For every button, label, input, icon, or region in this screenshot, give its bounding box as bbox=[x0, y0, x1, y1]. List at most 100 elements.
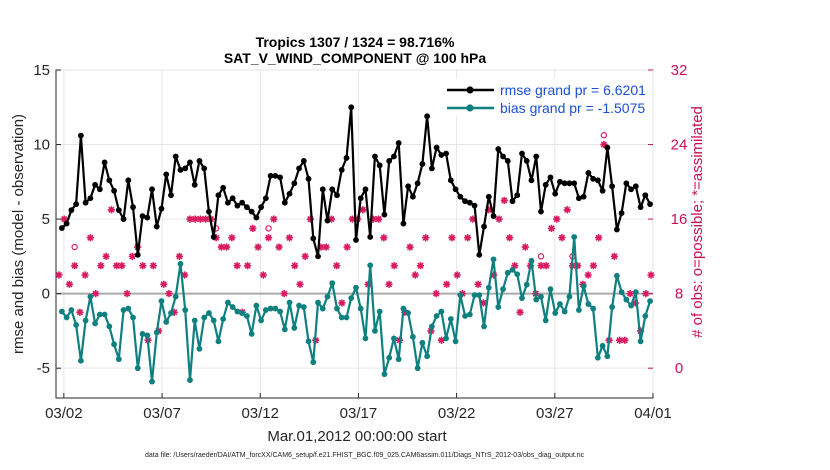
bias-point bbox=[300, 304, 307, 310]
rmse-point bbox=[239, 199, 246, 206]
rmse-point bbox=[357, 195, 364, 202]
bias-point bbox=[144, 332, 151, 339]
rmse-point bbox=[547, 174, 554, 181]
rmse-point bbox=[452, 186, 459, 193]
bias-point bbox=[239, 310, 246, 316]
rmse-point bbox=[428, 165, 435, 172]
bias-point bbox=[362, 335, 369, 342]
bias-point bbox=[106, 323, 113, 330]
obs-assimilated-point bbox=[390, 262, 398, 270]
bias-point bbox=[168, 310, 174, 316]
obs-assimilated-point bbox=[181, 271, 189, 279]
plot-area bbox=[55, 69, 655, 399]
bias-point bbox=[552, 310, 559, 316]
bias-point bbox=[538, 293, 544, 300]
rmse-point bbox=[466, 199, 473, 206]
legend-rmse-label: rmse grand pr = 6.6201 bbox=[500, 82, 646, 98]
bias-line bbox=[61, 235, 652, 383]
bias-point bbox=[262, 307, 269, 313]
obs-assimilated-point bbox=[521, 243, 529, 251]
rmse-point bbox=[324, 217, 331, 224]
obs-assimilated-point bbox=[243, 262, 252, 270]
rmse-point bbox=[82, 199, 89, 206]
bias-point bbox=[376, 308, 383, 315]
rmse-point bbox=[253, 214, 260, 221]
bias-point bbox=[329, 280, 336, 287]
rmse-point bbox=[310, 235, 317, 242]
rmse-point bbox=[552, 190, 559, 197]
rmse-point bbox=[210, 234, 217, 240]
bias-point bbox=[571, 234, 578, 240]
obs-assimilated-point bbox=[191, 215, 199, 223]
rmse-point bbox=[604, 144, 611, 151]
obs-assimilated-point bbox=[275, 243, 283, 251]
obs-assimilated-point bbox=[160, 280, 168, 288]
bias-point bbox=[542, 317, 549, 324]
bias-point bbox=[395, 356, 402, 363]
bias-point bbox=[594, 354, 601, 361]
rmse-point bbox=[225, 199, 231, 206]
rmse-point bbox=[353, 237, 359, 243]
bias-point bbox=[547, 286, 554, 293]
obs-assimilated-point bbox=[631, 299, 639, 307]
bias-point bbox=[153, 329, 160, 336]
rmse-point bbox=[158, 205, 165, 212]
obs-assimilated-point bbox=[401, 308, 409, 316]
bias-point bbox=[419, 339, 426, 346]
rmse-point bbox=[495, 146, 502, 152]
bias-point bbox=[343, 314, 350, 321]
y-axis-right-label: # of obs: o=possible; *=assimilated bbox=[689, 106, 706, 338]
rmse-point bbox=[139, 213, 146, 220]
obs-assimilated-point bbox=[542, 262, 550, 270]
bias-point bbox=[590, 305, 597, 312]
rmse-point bbox=[424, 113, 431, 120]
rmse-point bbox=[571, 180, 578, 187]
rmse-point bbox=[609, 183, 616, 190]
rmse-point bbox=[395, 140, 402, 146]
series-rmse bbox=[58, 104, 653, 260]
bias-point bbox=[409, 333, 416, 340]
bias-point bbox=[149, 378, 155, 385]
rmse-point bbox=[386, 158, 393, 164]
rmse-point bbox=[557, 178, 563, 185]
rmse-point bbox=[471, 202, 478, 209]
y-tick-label: -5 bbox=[37, 360, 50, 377]
rmse-point bbox=[319, 186, 326, 193]
rmse-point bbox=[528, 177, 535, 184]
obs-assimilated-point bbox=[228, 234, 236, 242]
obs-assimilated-point bbox=[626, 290, 634, 298]
rmse-point bbox=[628, 186, 634, 193]
obs-assimilated-point bbox=[416, 262, 425, 270]
obs-assimilated-point bbox=[380, 234, 388, 242]
obs-possible-point bbox=[600, 132, 608, 139]
obs-assimilated-point bbox=[443, 280, 451, 288]
y-axis-ticks: -5 0 5 10 15 bbox=[33, 62, 61, 377]
obs-assimilated-point bbox=[71, 262, 79, 270]
rmse-point bbox=[234, 202, 241, 209]
obs-assimilated-point bbox=[359, 206, 367, 214]
bias-point bbox=[557, 301, 563, 307]
rmse-point bbox=[414, 180, 421, 187]
bias-point bbox=[604, 353, 611, 360]
bias-point bbox=[305, 338, 312, 345]
bias-point bbox=[405, 310, 412, 316]
rmse-point bbox=[538, 208, 544, 215]
rmse-point bbox=[229, 195, 236, 202]
rmse-point bbox=[315, 253, 321, 260]
rmse-point bbox=[613, 226, 620, 233]
y-right-tick-label: 8 bbox=[675, 286, 683, 303]
rmse-point bbox=[201, 165, 208, 172]
rmse-point bbox=[409, 193, 416, 200]
obs-assimilated-point bbox=[485, 206, 493, 214]
obs-assimilated-point bbox=[322, 243, 330, 251]
bias-point bbox=[272, 305, 279, 312]
bias-point bbox=[134, 365, 141, 372]
bias-point bbox=[286, 299, 293, 306]
bias-point bbox=[248, 330, 255, 337]
rmse-point bbox=[338, 166, 345, 173]
obs-assimilated-point bbox=[437, 336, 446, 344]
bias-point bbox=[324, 293, 331, 300]
rmse-point bbox=[144, 214, 151, 221]
rmse-point bbox=[272, 172, 279, 179]
rmse-point bbox=[77, 132, 84, 139]
